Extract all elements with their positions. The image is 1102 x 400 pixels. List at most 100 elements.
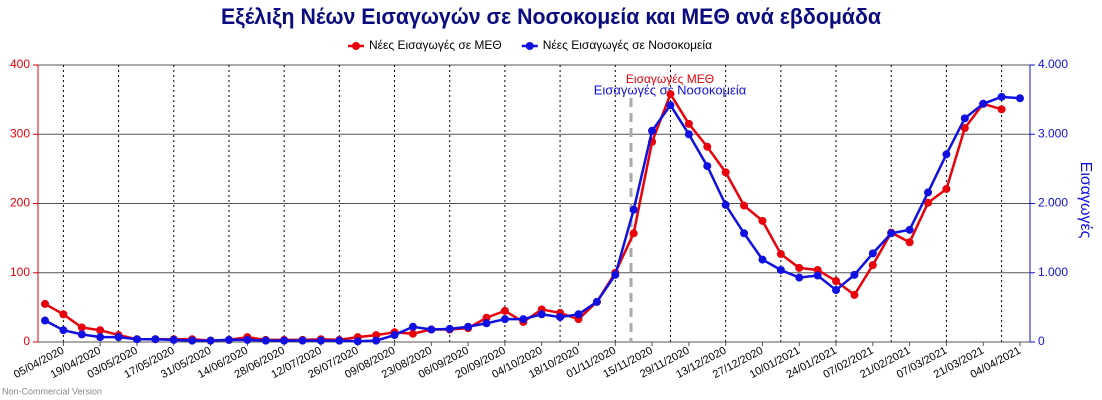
point — [335, 336, 344, 345]
chart-title: Εξέλιξη Νέων Εισαγωγών σε Νοσοκομεία και… — [221, 4, 881, 29]
point — [648, 126, 657, 135]
point — [114, 333, 123, 342]
point — [740, 201, 749, 210]
point — [408, 322, 417, 331]
point — [41, 316, 49, 325]
point — [59, 310, 68, 319]
y-tick-label: 100 — [10, 265, 30, 279]
point — [960, 124, 969, 133]
point — [868, 249, 877, 258]
point — [997, 105, 1006, 114]
y-tick-label: 400 — [10, 57, 30, 71]
point — [59, 326, 68, 335]
point — [795, 263, 804, 272]
point — [188, 336, 197, 345]
point — [353, 337, 362, 346]
point — [795, 273, 804, 282]
point — [243, 335, 252, 344]
y2-tick-label: 2.000 — [1038, 196, 1068, 210]
point — [721, 200, 730, 209]
point — [151, 335, 160, 344]
legend-swatch — [352, 42, 360, 50]
point — [445, 324, 454, 333]
point — [427, 325, 436, 334]
point — [942, 184, 951, 193]
y2-tick-label: 1.000 — [1038, 265, 1068, 279]
point — [776, 250, 785, 259]
point — [905, 225, 914, 234]
point — [482, 313, 491, 322]
point — [77, 323, 86, 332]
point — [206, 336, 215, 345]
point — [592, 297, 601, 306]
point — [703, 162, 712, 171]
y2-tick-label: 0 — [1038, 334, 1045, 348]
legend-swatch — [525, 42, 534, 50]
point — [905, 238, 914, 247]
point — [224, 335, 233, 344]
point — [280, 336, 289, 345]
point — [261, 336, 270, 345]
annotation: Εισαγωγές σε Νοσοκομεία — [594, 82, 747, 97]
point — [813, 271, 822, 280]
point — [997, 92, 1006, 101]
point — [96, 326, 105, 335]
point — [96, 333, 105, 342]
series-line — [44, 95, 1021, 343]
point — [721, 168, 730, 177]
point — [372, 336, 381, 345]
point — [537, 310, 546, 319]
point — [482, 319, 491, 328]
point — [832, 286, 841, 295]
point — [813, 265, 822, 274]
point — [519, 315, 528, 324]
point — [298, 336, 307, 345]
point — [574, 310, 583, 319]
point — [832, 277, 841, 286]
point — [629, 205, 638, 214]
point — [850, 270, 859, 279]
point — [740, 229, 749, 238]
point — [758, 216, 767, 225]
point — [776, 265, 785, 274]
point — [979, 99, 988, 108]
point — [1016, 94, 1024, 103]
point — [372, 331, 381, 340]
point — [41, 299, 49, 308]
annotation: Εισαγωγές ΜΕΘ — [626, 72, 714, 86]
point — [703, 142, 712, 151]
point — [500, 306, 509, 315]
point — [408, 329, 417, 338]
point — [924, 188, 933, 197]
y-tick-label: 0 — [23, 334, 30, 348]
point — [666, 90, 675, 99]
point — [924, 198, 933, 207]
point — [390, 331, 399, 340]
point — [684, 130, 693, 139]
point — [132, 335, 141, 344]
legend-label: Νέες Εισαγωγές σε ΜΕΘ — [369, 38, 502, 52]
point — [169, 335, 178, 344]
point — [850, 290, 859, 299]
y2-tick-label: 3.000 — [1038, 126, 1068, 140]
y-tick-label: 300 — [10, 126, 30, 140]
point — [629, 229, 638, 238]
y2-axis-title: Εισαγωγές — [1077, 162, 1094, 239]
legend-label: Νέες Εισαγωγές σε Νοσοκομεία — [543, 38, 712, 52]
point — [942, 150, 951, 159]
point — [611, 270, 620, 279]
point — [77, 330, 86, 339]
point — [500, 315, 509, 324]
y-tick-label: 200 — [10, 196, 30, 210]
point — [684, 119, 693, 128]
series-line — [44, 91, 1002, 342]
point — [960, 114, 969, 123]
watermark: Non-Commercial Version — [2, 386, 102, 396]
point — [868, 261, 877, 270]
point — [666, 101, 675, 110]
y2-tick-label: 4.000 — [1038, 57, 1068, 71]
point — [556, 313, 565, 322]
point — [758, 255, 767, 264]
point — [887, 229, 896, 238]
